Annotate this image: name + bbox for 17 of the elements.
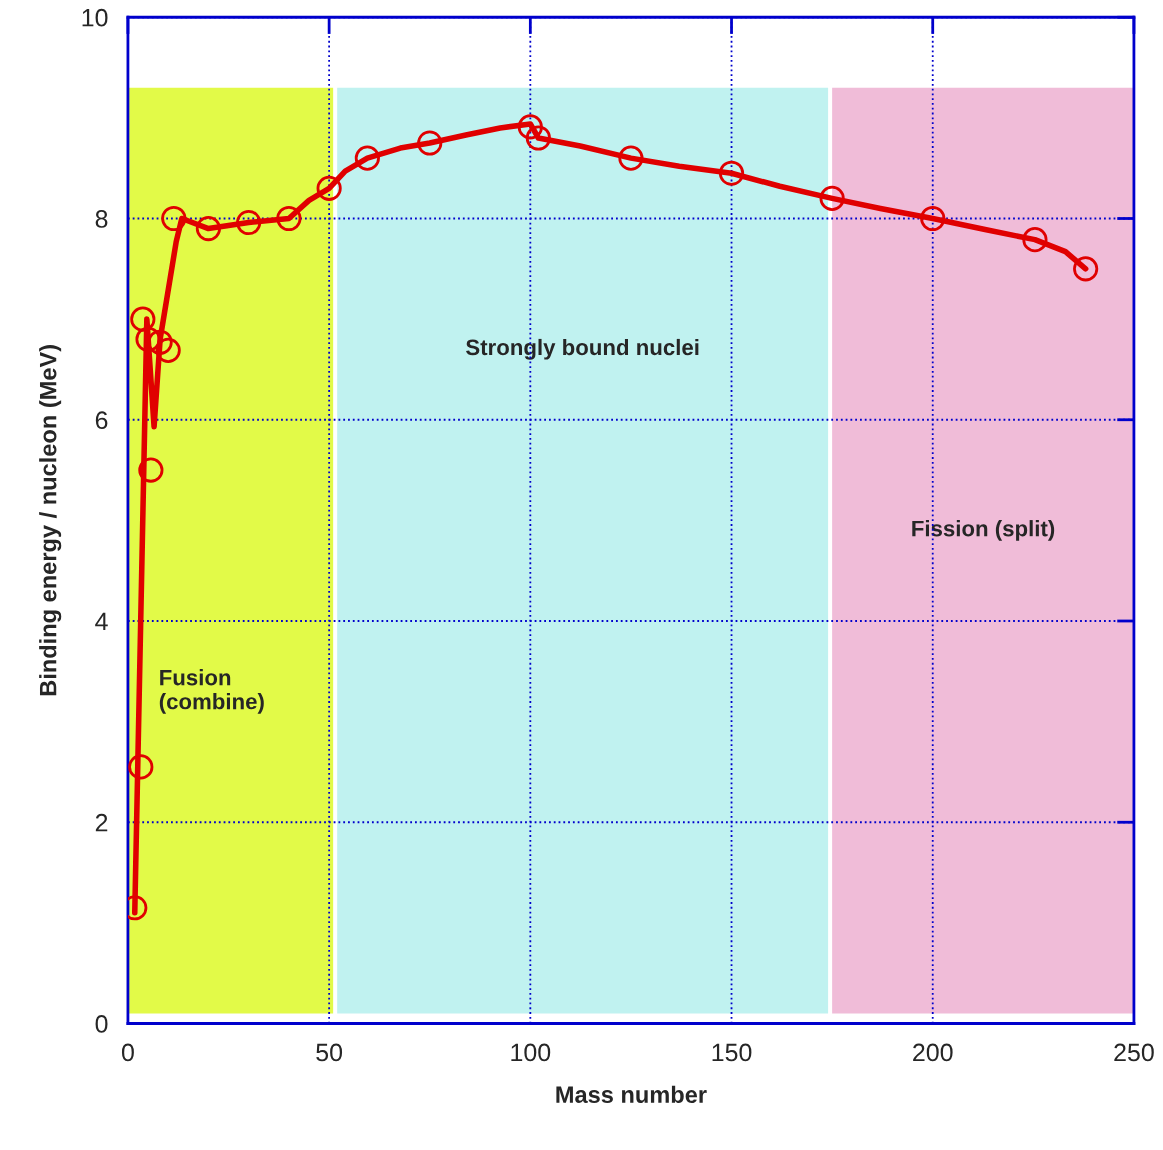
x-axis-title: Mass number: [556, 1085, 707, 1104]
band-label: Fusion (combine): [159, 669, 264, 714]
x-tick-label: 50: [316, 1043, 343, 1062]
y-tick-label: 0: [95, 1015, 108, 1033]
x-tick-label: 100: [511, 1043, 551, 1062]
y-axis-title: Binding energy / nucleon (MeV): [39, 345, 62, 696]
x-tick-label: 0: [121, 1043, 134, 1062]
band-label: Strongly bound nuclei: [466, 338, 699, 360]
band-label: Fission (split): [912, 520, 1055, 541]
y-tick-label: 6: [95, 411, 108, 430]
x-tick-label: 150: [712, 1043, 752, 1062]
x-tick-label: 200: [913, 1043, 953, 1062]
x-tick-label: 250: [1114, 1043, 1154, 1062]
y-tick-label: 4: [95, 612, 108, 631]
y-tick-label: 10: [82, 8, 108, 27]
y-tick-label: 8: [95, 210, 108, 228]
y-tick-label: 2: [95, 813, 108, 832]
